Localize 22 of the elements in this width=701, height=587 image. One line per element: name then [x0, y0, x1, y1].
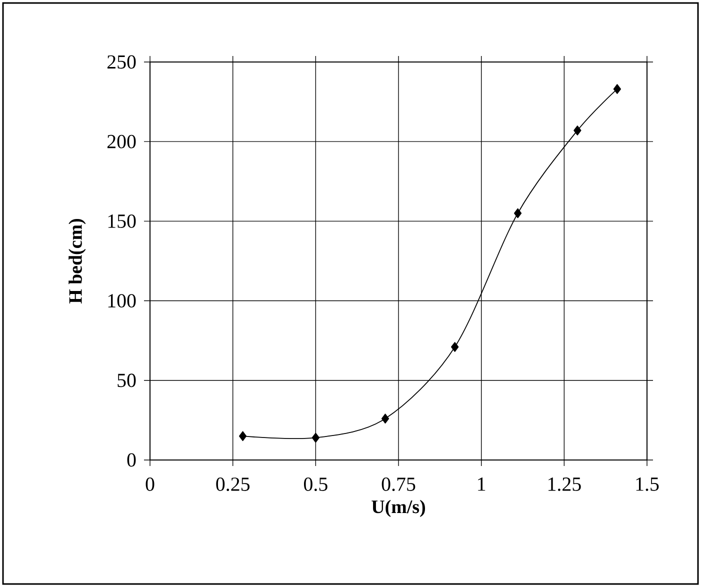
point [312, 432, 320, 443]
y-tick-label: 200 [107, 134, 136, 148]
x-axis-title: U(m/s) [372, 500, 426, 518]
point [238, 431, 247, 442]
y-tick-label: 0 [127, 453, 136, 467]
x-tick-label: 1.5 [636, 478, 659, 491]
x-tick-label: 1.25 [548, 478, 581, 491]
y-tick-label: 50 [118, 374, 136, 388]
y-tick-label: 150 [108, 214, 136, 228]
point [613, 84, 621, 94]
x-tick-label: 0.75 [382, 478, 416, 492]
y-tick-label: 250 [107, 55, 136, 69]
point [574, 126, 582, 136]
point [514, 208, 522, 218]
x-tick-label: 0.25 [216, 478, 250, 492]
y-tick-label: 100 [108, 294, 136, 308]
point [451, 342, 459, 352]
x-tick-label: 1 [478, 478, 486, 491]
y-axis-title: H bed(cm) [68, 218, 86, 304]
x-tick-label: 0.5 [304, 478, 328, 492]
x-tick-label: 0 [146, 478, 154, 491]
point [381, 414, 390, 424]
